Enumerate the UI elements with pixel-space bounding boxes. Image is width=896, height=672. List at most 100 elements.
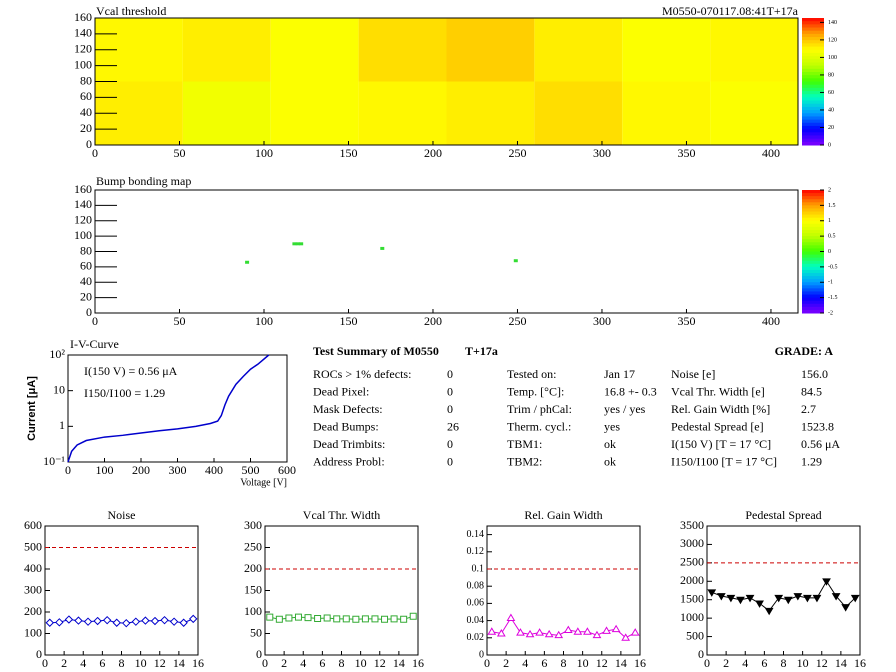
colorbar-label: -0.5	[828, 264, 838, 270]
x-tick-label: 8	[561, 656, 567, 670]
colorbar-step	[802, 106, 824, 111]
colorbar-label: 140	[828, 20, 837, 26]
colorbar-step	[802, 116, 824, 121]
x-tick-label: 2	[723, 656, 729, 670]
y-tick-label: 600	[24, 518, 42, 532]
summary-value: 16.8 +- 0.3	[604, 384, 657, 398]
colorbar-step	[802, 71, 824, 76]
y-tick-label: 1000	[680, 610, 704, 624]
colorbar-label: -2	[828, 310, 833, 316]
summary-label: Temp. [°C]:	[507, 384, 564, 398]
y-tick-label: 0	[86, 137, 92, 151]
y-tick-label: 80	[80, 243, 92, 257]
heat-cell	[622, 18, 711, 82]
colorbar-label: 2	[828, 187, 831, 193]
series-line	[269, 615, 414, 620]
x-tick-label: 16	[412, 656, 424, 670]
x-tick-label: 4	[80, 656, 86, 670]
data-point	[314, 614, 322, 622]
data-point	[55, 618, 64, 627]
colorbar-label: 0	[828, 249, 831, 255]
colorbar-label: 0	[828, 142, 831, 148]
summary-label: Address Probl:	[313, 454, 385, 468]
y-tick-label: 120	[74, 213, 92, 227]
x-tick-label: 14	[393, 656, 405, 670]
colorbar-step	[802, 125, 824, 130]
data-point	[169, 617, 179, 626]
colorbar-step	[802, 291, 824, 296]
x-tick-label: 8	[119, 656, 125, 670]
summary-label: ROCs > 1% defects:	[313, 367, 411, 381]
data-point	[793, 593, 803, 601]
y-tick-label: 60	[80, 259, 92, 273]
colorbar-step	[802, 251, 824, 256]
y-tick-label: 1	[59, 418, 65, 432]
summary-label: Pedestal Spread [e]	[671, 419, 764, 433]
colorbar-step	[802, 30, 824, 35]
data-point	[381, 615, 389, 623]
heat-cell	[182, 18, 271, 82]
y-tick-label: 10	[53, 382, 65, 396]
colorbar-step	[802, 196, 824, 200]
y-tick-label: 140	[74, 26, 92, 40]
heat-cell	[710, 81, 798, 145]
colorbar-label: 100	[828, 55, 837, 61]
colorbar-step	[802, 214, 824, 219]
colorbar-label: -1.5	[828, 295, 838, 301]
colorbar-step	[802, 199, 824, 203]
summary-value: 0	[447, 402, 453, 416]
x-tick-label: 150	[339, 314, 357, 328]
grade: GRADE: A	[775, 344, 834, 358]
data-point	[266, 613, 274, 621]
data-point	[285, 614, 293, 622]
summary-value: yes / yes	[604, 402, 646, 416]
summary-label: Rel. Gain Width [%]	[671, 402, 770, 416]
summary-value: ok	[604, 454, 616, 468]
bump-defect	[299, 242, 304, 246]
summary-label: Tested on:	[507, 367, 556, 381]
colorbar-step	[802, 229, 824, 234]
data-point	[275, 615, 283, 623]
colorbar-step	[802, 300, 824, 305]
series-line	[49, 618, 194, 624]
colorbar-label: 20	[828, 125, 834, 131]
x-tick-label: 6	[319, 656, 325, 670]
summary-value: 26	[447, 419, 459, 433]
chart-title: Bump bonding map	[96, 174, 191, 188]
heat-cell	[534, 18, 623, 82]
colorbar-step	[802, 59, 824, 63]
y-tick-label: 0	[698, 647, 704, 661]
summary-value: Jan 17	[604, 367, 635, 381]
x-tick-label: 4	[300, 656, 306, 670]
summary-label: Dead Bumps:	[313, 419, 379, 433]
y-tick-label: 150	[244, 582, 262, 596]
colorbar-step	[802, 81, 824, 86]
x-tick-label: 100	[255, 146, 273, 160]
x-tick-label: 14	[615, 656, 627, 670]
x-tick-label: 350	[677, 146, 695, 160]
x-tick-label: 12	[816, 656, 828, 670]
data-point	[583, 627, 592, 635]
summary-value: 0	[447, 384, 453, 398]
x-tick-label: 10	[797, 656, 809, 670]
summary-label: Therm. cycl.:	[507, 419, 571, 433]
summary-value: 0	[447, 454, 453, 468]
colorbar-label: 40	[828, 107, 834, 113]
colorbar-step	[802, 97, 824, 102]
colorbar-step	[802, 33, 824, 38]
colorbar-step	[802, 21, 824, 25]
colorbar-step	[802, 94, 824, 98]
colorbar-step	[802, 306, 824, 311]
x-tick-label: 0	[484, 656, 490, 670]
colorbar-label: 120	[828, 37, 837, 43]
colorbar-step	[802, 18, 824, 22]
data-point	[716, 593, 726, 601]
y-tick-label: 100	[244, 604, 262, 618]
x-tick-label: 250	[508, 314, 526, 328]
colorbar-step	[802, 260, 824, 265]
data-point	[496, 629, 506, 637]
summary-label: Vcal Thr. Width [e]	[671, 384, 765, 398]
x-tick-label: 8	[339, 656, 345, 670]
data-point	[707, 589, 717, 597]
colorbar-label: 80	[828, 72, 834, 78]
